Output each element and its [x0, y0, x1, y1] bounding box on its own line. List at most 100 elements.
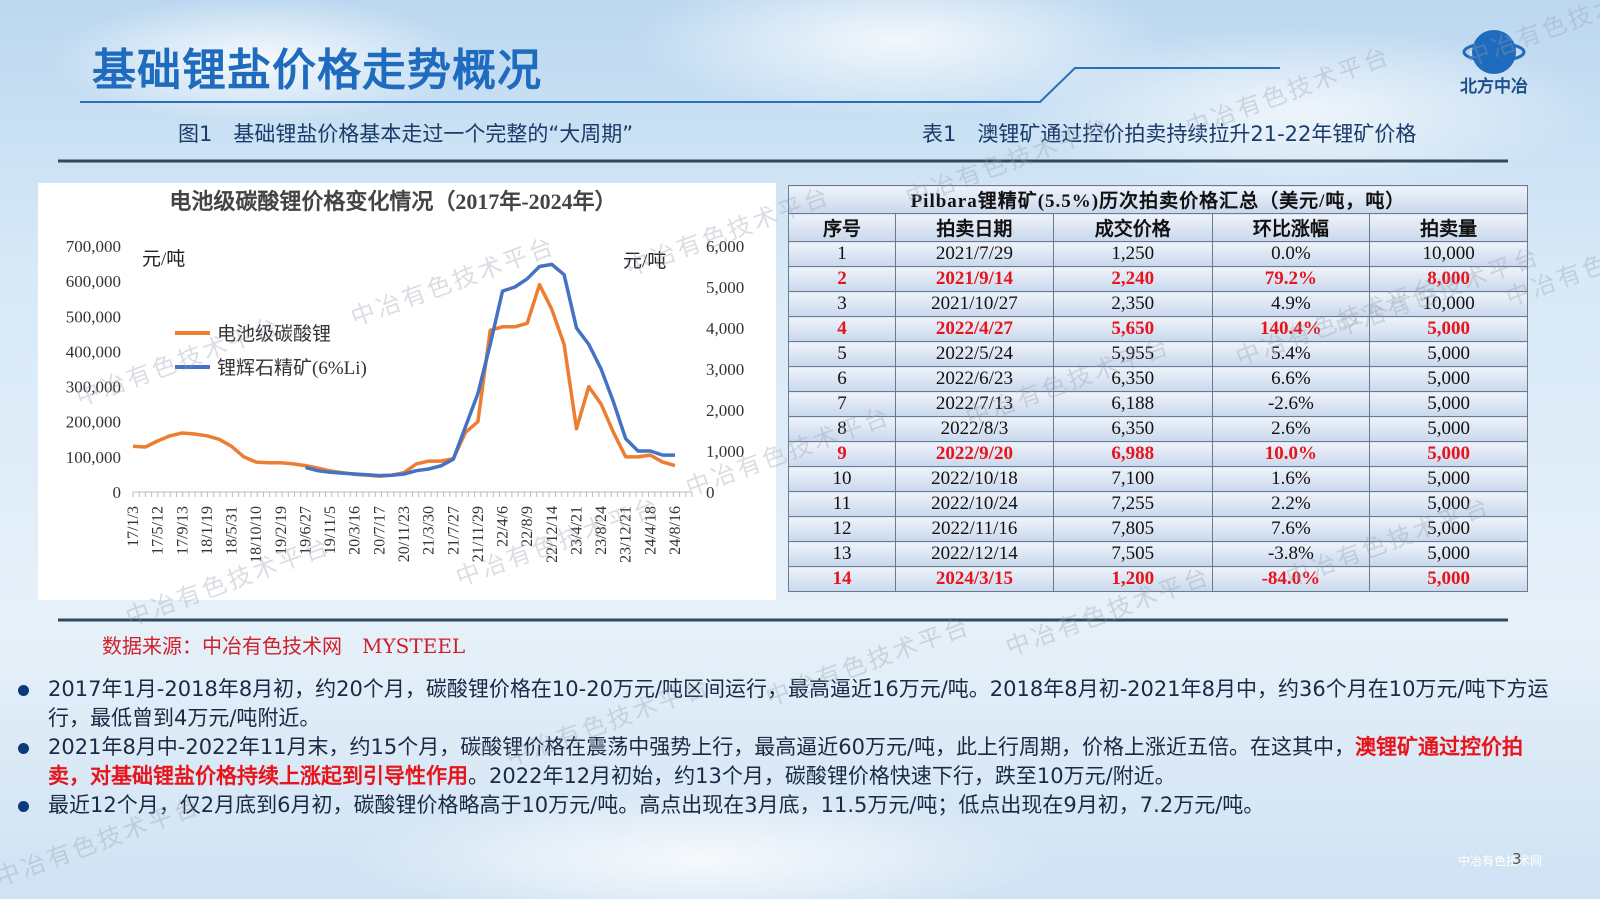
- table-cell: 5,000: [1369, 541, 1528, 567]
- table-cell: 5,650: [1052, 316, 1213, 342]
- table-cell: 2022/10/18: [894, 466, 1054, 492]
- table-cell: 79.2%: [1211, 266, 1371, 292]
- decor: 北方中冶: [58, 30, 1528, 163]
- y-tick-label: 700,000: [66, 237, 121, 256]
- x-tick-label: 24/4/18: [642, 506, 659, 555]
- table-cell: 5,000: [1369, 441, 1528, 467]
- table-row: 5 2022/5/24 5,955 5.4% 5,000: [788, 341, 1528, 367]
- table-row: 13 2022/12/14 7,505 -3.8% 5,000: [788, 541, 1528, 567]
- y2-tick-label: 5,000: [706, 278, 744, 297]
- table-cell: 2021/7/29: [894, 241, 1054, 267]
- table-cell: 140.4%: [1211, 316, 1371, 342]
- x-tick-label: 20/11/23: [396, 506, 413, 562]
- table-cell: 2022/12/14: [894, 541, 1054, 567]
- y2-tick-label: 1,000: [706, 442, 744, 461]
- table-cell: 6,350: [1052, 416, 1213, 442]
- table-cell: 2: [788, 266, 896, 292]
- table-cell: 2022/9/20: [894, 441, 1054, 467]
- table-row: 8 2022/8/3 6,350 2.6% 5,000: [788, 416, 1528, 442]
- table-cell: 5.4%: [1211, 341, 1371, 367]
- column-header: 序号: [788, 213, 896, 242]
- table-cell: 5,000: [1369, 416, 1528, 442]
- logo-ring: [1462, 41, 1526, 63]
- table-row: 4 2022/4/27 5,650 140.4% 5,000: [788, 316, 1528, 342]
- table-cell: 11: [788, 491, 896, 517]
- table-row: 10 2022/10/18 7,100 1.6% 5,000: [788, 466, 1528, 492]
- table-cell: 2024/3/15: [894, 566, 1054, 592]
- table-cell: 2022/7/13: [894, 391, 1054, 417]
- table-cell: 2022/10/24: [894, 491, 1054, 517]
- page-number: 3: [1512, 850, 1522, 868]
- logo-text: 北方中冶: [1460, 76, 1528, 97]
- y-tick-label: 500,000: [66, 307, 121, 326]
- table-cell: 6,350: [1052, 366, 1213, 392]
- table-row: 2 2021/9/14 2,240 79.2% 8,000: [788, 266, 1528, 292]
- table-cell: 5,000: [1369, 566, 1528, 592]
- x-tick-label: 24/8/16: [667, 506, 684, 555]
- table-cell: 2.2%: [1211, 491, 1371, 517]
- bullet-text: 。2022年12月初始，约13个月，碳酸锂价格快速下行，跌至10万元/附近。: [468, 764, 1176, 788]
- x-tick-label: 23/4/21: [568, 506, 585, 555]
- y-tick-label: 100,000: [66, 448, 121, 467]
- table-cell: 2022/11/16: [894, 516, 1054, 542]
- table-cell: 5,955: [1052, 341, 1213, 367]
- legend-label: 锂辉石精矿(6%Li): [217, 357, 367, 379]
- table-cell: 12: [788, 516, 896, 542]
- divider-lower: [58, 618, 1508, 622]
- y-tick-label: 0: [113, 483, 122, 502]
- logo-mark: [1472, 30, 1516, 74]
- table-cell: 1: [788, 241, 896, 267]
- table-row: 11 2022/10/24 7,255 2.2% 5,000: [788, 491, 1528, 517]
- emphasis-text: 澳锂矿通过控价拍卖，对基础锂盐价格持续上涨起到引导性作用: [48, 735, 1524, 788]
- bullet-list: 2017年1月-2018年8月初，约20个月，碳酸锂价格在10-20万元/吨区间…: [16, 675, 1561, 820]
- x-tick-label: 17/9/13: [174, 506, 191, 555]
- x-tick-label: 20/7/17: [371, 506, 388, 555]
- bullet-item: 最近12个月，仅2月底到6月初，碳酸锂价格略高于10万元/吨。高点出现在3月底，…: [16, 791, 1561, 820]
- table-title: Pilbara锂精矿(5.5%)历次拍卖价格汇总（美元/吨，吨）: [788, 185, 1528, 214]
- x-tick-label: 17/5/12: [150, 506, 167, 555]
- table-header-row: 序号 拍卖日期 成交价格 环比涨幅 拍卖量: [788, 213, 1528, 242]
- x-tick-label: 19/6/27: [297, 506, 314, 555]
- table-cell: 10,000: [1369, 241, 1528, 267]
- x-tick-label: 21/11/29: [470, 506, 487, 562]
- bullet-text: 2021年8月中-2022年11月末，约15个月，碳酸锂价格在震荡中强势上行，最…: [48, 735, 1356, 759]
- table-cell: 10.0%: [1211, 441, 1371, 467]
- chart-title: 电池级碳酸锂价格变化情况（2017年-2024年）: [169, 189, 616, 214]
- table-cell: 6: [788, 366, 896, 392]
- column-header: 环比涨幅: [1211, 213, 1371, 242]
- table-cell: 5,000: [1369, 366, 1528, 392]
- table-cell: 1.6%: [1211, 466, 1371, 492]
- x-tick-label: 18/5/31: [224, 506, 241, 555]
- x-tick-label: 22/12/14: [544, 506, 561, 563]
- series-line: [132, 282, 676, 478]
- y2-tick-label: 3,000: [706, 360, 744, 379]
- bullet-item: 2021年8月中-2022年11月末，约15个月，碳酸锂价格在震荡中强势上行，最…: [16, 733, 1561, 791]
- table-cell: 7,805: [1052, 516, 1213, 542]
- table-cell: 8,000: [1369, 266, 1528, 292]
- table-cell: 4.9%: [1211, 291, 1371, 317]
- table-cell: 2.6%: [1211, 416, 1371, 442]
- y-tick-label: 600,000: [66, 272, 121, 291]
- legend-label: 电池级碳酸锂: [217, 323, 331, 345]
- figure-caption: 图1 基础锂盐价格基本走过一个完整的“大周期”: [178, 122, 634, 146]
- x-tick-label: 20/3/16: [347, 506, 364, 555]
- x-tick-label: 17/1/3: [125, 506, 142, 547]
- table-cell: 4: [788, 316, 896, 342]
- table-cell: 2022/4/27: [894, 316, 1054, 342]
- table-cell: 6,988: [1052, 441, 1213, 467]
- table-cell: 0.0%: [1211, 241, 1371, 267]
- table-row: 1 2021/7/29 1,250 0.0% 10,000: [788, 241, 1528, 267]
- column-header: 拍卖量: [1369, 213, 1528, 242]
- table-cell: 7.6%: [1211, 516, 1371, 542]
- table-cell: 8: [788, 416, 896, 442]
- bullet-text: 最近12个月，仅2月底到6月初，碳酸锂价格略高于10万元/吨。高点出现在3月底，…: [48, 793, 1265, 817]
- y2-tick-label: 2,000: [706, 401, 744, 420]
- table-cell: -2.6%: [1211, 391, 1371, 417]
- x-tick-label: 22/4/6: [495, 506, 512, 547]
- table-cell: 5,000: [1369, 316, 1528, 342]
- table-cell: 9: [788, 441, 896, 467]
- footer-mark: 中冶有色技术网: [1458, 854, 1543, 868]
- x-tick-label: 21/7/27: [445, 506, 462, 555]
- table-cell: 5: [788, 341, 896, 367]
